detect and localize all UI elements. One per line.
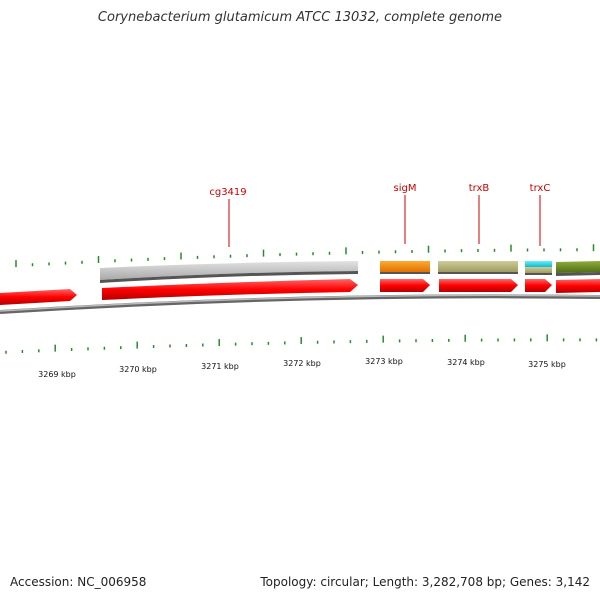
genome-summary-text: Topology: circular; Length: 3,282,708 bp… [260, 575, 590, 589]
gray-feature-bar [100, 261, 358, 280]
kbp-label: 3275 kbp [528, 360, 566, 369]
cyan-feature-bar [525, 261, 552, 267]
feature-track [100, 261, 600, 283]
kbp-scale-labels: 3269 kbp 3270 kbp 3271 kbp 3272 kbp 3273… [38, 357, 566, 379]
cds-arrow [380, 279, 430, 292]
olive-feature-bar [556, 261, 600, 273]
gene-label: trxC [530, 183, 551, 194]
cds-arrow [525, 279, 552, 292]
cds-arrow [102, 279, 358, 300]
gene-label: sigM [394, 183, 417, 194]
khaki-feature-bar [438, 261, 518, 272]
backbone [0, 294, 600, 314]
kbp-label: 3271 kbp [201, 362, 239, 371]
orange-feature-shadow [380, 272, 430, 274]
gene-labels: cg3419 sigM trxB trxC [209, 183, 550, 198]
gene-label: trxB [469, 183, 490, 194]
accession-text: Accession: NC_006958 [10, 575, 147, 589]
tick-row-top [15, 244, 595, 268]
label-pointers [228, 195, 541, 247]
kbp-label: 3270 kbp [119, 365, 157, 374]
cyan-feature-lower-bar [525, 267, 552, 273]
gene-label: cg3419 [209, 187, 246, 198]
cds-arrow [439, 279, 518, 292]
map-title: Corynebacterium glutamicum ATCC 13032, c… [97, 10, 503, 25]
tick-row-bottom [5, 334, 598, 354]
gray-feature-shadow [100, 271, 358, 283]
cds-arrow [556, 279, 600, 293]
kbp-label: 3273 kbp [365, 357, 403, 366]
olive-feature-shadow [556, 272, 600, 276]
kbp-label: 3269 kbp [38, 370, 76, 379]
kbp-label: 3272 kbp [283, 359, 321, 368]
cds-arrow [0, 289, 77, 305]
kbp-label: 3274 kbp [447, 358, 485, 367]
cds-track [0, 279, 600, 305]
khaki-feature-shadow [438, 272, 518, 274]
orange-feature-bar [380, 261, 430, 272]
cyan-feature-shadow [525, 273, 552, 275]
